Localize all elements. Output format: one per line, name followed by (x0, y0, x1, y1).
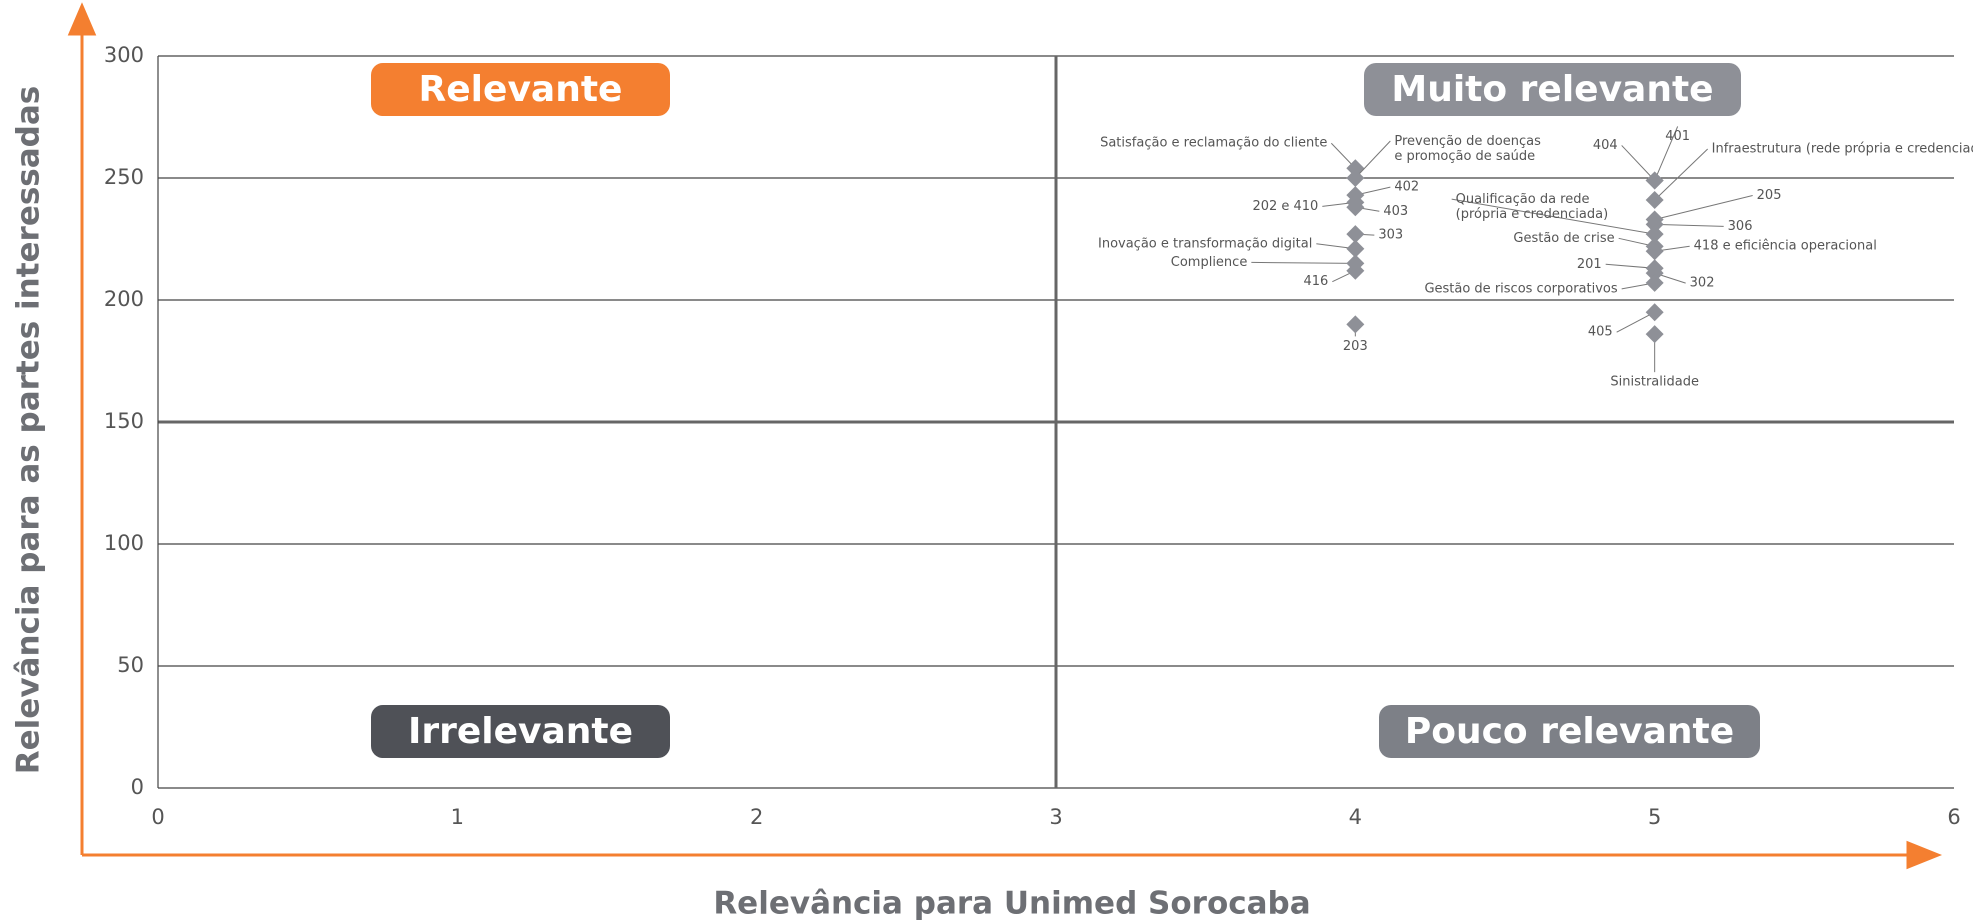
point-label: 205 (1757, 188, 1782, 203)
leader-line (1654, 194, 1753, 220)
x-tick-label: 2 (750, 805, 763, 829)
y-tick-label: 200 (104, 287, 144, 311)
quadrant-box (371, 63, 670, 116)
leader-line (1621, 145, 1656, 181)
point (1645, 264, 1664, 283)
point-label: 418 e eficiência operacional (1694, 239, 1877, 254)
x-arrow-head (1906, 840, 1943, 870)
point (1645, 190, 1664, 209)
point-label: 405 (1588, 325, 1613, 340)
point (1346, 225, 1365, 244)
point (1346, 261, 1365, 280)
point-label: 303 (1378, 228, 1403, 243)
x-tick-label: 1 (451, 805, 464, 829)
y-arrow-head (67, 2, 97, 36)
quadrant-label: Muito relevante (1391, 69, 1713, 110)
point-label: Prevenção de doenças e promoção de saúde (1394, 134, 1541, 164)
x-tick-label: 3 (1049, 805, 1062, 829)
point (1645, 242, 1664, 261)
quadrant-box (371, 705, 670, 758)
y-tick-label: 50 (117, 653, 144, 677)
y-tick-label: 100 (104, 531, 144, 555)
point-label: Sinistralidade (1610, 375, 1699, 390)
point (1346, 239, 1365, 258)
quadrant-label: Pouco relevante (1405, 711, 1734, 752)
point-label: 416 (1304, 274, 1329, 289)
x-tick-label: 5 (1648, 805, 1661, 829)
leader-line (1654, 148, 1709, 201)
point (1645, 273, 1664, 292)
quadrant-box (1379, 705, 1760, 758)
leader-line (1354, 140, 1391, 179)
axis-arrows (67, 2, 1943, 870)
point-label: 201 (1577, 257, 1602, 272)
point-label: 302 (1690, 276, 1715, 291)
point (1346, 169, 1365, 187)
y-axis-title: Relevância para as partes interessadas (11, 86, 47, 774)
leader-line (1654, 223, 1724, 227)
point-label: Inovação e transformação digital (1098, 236, 1312, 251)
point-label: 402 (1394, 180, 1419, 195)
point-label: 306 (1728, 219, 1753, 234)
point-label: Infraestrutura (rede própria e credencia… (1712, 141, 1973, 156)
point-label: Qualificação da rede (própria e credencia… (1456, 192, 1608, 222)
y-tick-label: 250 (104, 165, 144, 189)
x-axis-title: Relevância para Unimed Sorocaba (713, 886, 1310, 922)
point-label: 401 (1665, 129, 1690, 144)
y-tick-label: 150 (104, 409, 144, 433)
leader-line (1654, 126, 1679, 181)
point (1645, 325, 1664, 344)
quadrant-label: Relevante (419, 69, 623, 110)
quadrant-box (1364, 63, 1741, 116)
point-label: 203 (1343, 339, 1368, 354)
point (1645, 303, 1664, 322)
point-label: Gestão de riscos corporativos (1424, 281, 1617, 296)
point (1645, 215, 1664, 234)
leader-line (1616, 311, 1655, 333)
y-tick-label: 300 (104, 43, 144, 67)
point (1346, 198, 1365, 217)
point-label: Gestão de crise (1513, 231, 1614, 246)
point-label: 403 (1383, 204, 1408, 219)
point (1645, 171, 1664, 190)
point-label: Satisfação e reclamação do cliente (1100, 136, 1327, 151)
x-tick-label: 6 (1947, 805, 1960, 829)
quadrant-label: Irrelevante (408, 711, 633, 752)
point-label: Complience (1171, 255, 1248, 270)
x-tick-label: 4 (1349, 805, 1362, 829)
x-tick-label: 0 (151, 805, 164, 829)
point-label: 404 (1593, 138, 1618, 153)
point (1346, 315, 1365, 334)
point (1645, 225, 1664, 244)
point-label: 202 e 410 (1252, 199, 1318, 214)
leader-line (1251, 261, 1356, 264)
y-tick-label: 0 (131, 775, 144, 799)
leader-line (1451, 198, 1655, 235)
